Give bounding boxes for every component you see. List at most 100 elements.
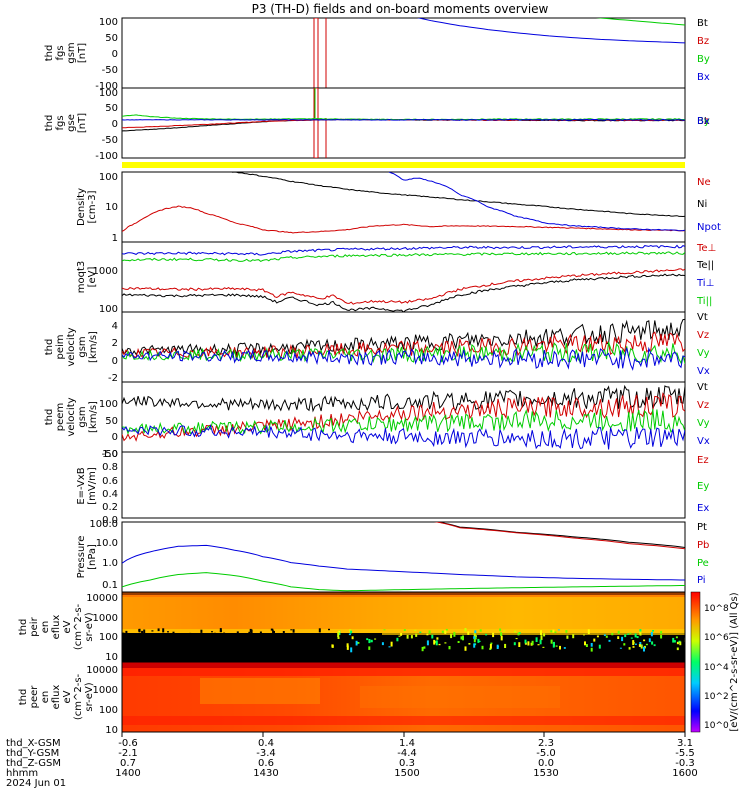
spectrogram-cell bbox=[370, 640, 373, 643]
panel1-ylabel-line-1: thd bbox=[44, 45, 55, 62]
series-line-peem-velocity-vz bbox=[122, 392, 685, 442]
panel-fgs-gse: thdfgsgse[nT] 100 50 0 -50 -100 Bt Bz By… bbox=[44, 87, 710, 162]
legend-bt: Bt bbox=[697, 18, 708, 29]
spectrogram-cell bbox=[634, 633, 637, 638]
panel6-ylabel-line-3: velocity bbox=[66, 327, 77, 366]
panel8-ytick: 1.0 bbox=[102, 449, 118, 460]
spectrogram-cell bbox=[200, 629, 203, 633]
peer-ylabel-line-4: eflux bbox=[51, 685, 62, 710]
spectrogram-cell bbox=[624, 634, 627, 638]
hhmm-value: 1430 bbox=[253, 768, 278, 779]
panel8-ylabel-line-1: E=-VxB bbox=[76, 467, 87, 504]
panel6-ytick: 2 bbox=[112, 338, 118, 349]
spectrogram-cell bbox=[141, 630, 144, 634]
spectrogram-cell bbox=[518, 642, 521, 647]
spectrogram-cell bbox=[450, 633, 453, 639]
spectrogram-cell bbox=[264, 639, 266, 642]
spectrogram-cell bbox=[292, 636, 295, 638]
spectrogram-cell bbox=[201, 637, 204, 639]
panel6-ytick: 0 bbox=[112, 356, 118, 367]
svg-text:Density[cm-3]: Density[cm-3] bbox=[76, 188, 98, 226]
spectrogram-cell bbox=[157, 628, 160, 632]
panel4-ylabel-line-2: [cm-3] bbox=[87, 190, 98, 223]
spectrogram-cell bbox=[338, 630, 341, 633]
spectrogram-cell bbox=[490, 642, 493, 645]
spectrogram-cell bbox=[241, 634, 244, 639]
spectrogram-cell bbox=[248, 631, 251, 635]
spectrogram-cell bbox=[445, 628, 448, 631]
peer-ytick: 100 bbox=[99, 705, 118, 716]
y-gsm-value: -5.5 bbox=[675, 748, 695, 759]
spectrogram-cell bbox=[250, 629, 253, 634]
panel6-ytick: -2 bbox=[108, 373, 118, 384]
panel7-ylabel: thdpeemvelocitygsm[km/s] bbox=[44, 397, 99, 436]
panel9-ytick: 1.0 bbox=[102, 558, 118, 569]
spectrogram-cell bbox=[489, 644, 492, 649]
panel8-ylabel: E=-VxB[mV/m] bbox=[76, 467, 98, 505]
z-gsm-value: 0.3 bbox=[399, 758, 415, 769]
peer-ylabel-line-3: en bbox=[40, 691, 51, 704]
spectrogram-cell bbox=[279, 634, 282, 638]
spectrogram-cell bbox=[636, 636, 639, 639]
spectrogram-cell bbox=[524, 642, 527, 645]
spectrogram-cell bbox=[633, 642, 635, 644]
spectrogram-cell bbox=[485, 633, 488, 636]
peir-ylabel-line-7: sr-eV) bbox=[84, 612, 95, 641]
spectrogram-cell bbox=[464, 646, 467, 651]
z-gsm-value: 0.7 bbox=[120, 758, 136, 769]
panel2-ylabel-line-1: thd bbox=[44, 115, 55, 132]
panel6-ylabel-line-5: [km/s] bbox=[88, 331, 99, 363]
figure-title: P3 (TH-D) fields and on-board moments ov… bbox=[252, 2, 549, 16]
row-label-x-gsm: thd_X-GSM bbox=[6, 738, 61, 749]
spectrogram-cell bbox=[473, 638, 476, 643]
series-line-density-ni bbox=[227, 172, 685, 218]
spectrogram-cell bbox=[477, 638, 480, 643]
spectrogram-cell bbox=[398, 635, 401, 637]
spectrogram-cell bbox=[537, 644, 540, 646]
panel9-ylabel-line-2: [nPa] bbox=[87, 544, 98, 570]
svg-text:thdpeimvelocitygsm[km/s]: thdpeimvelocitygsm[km/s] bbox=[44, 327, 99, 366]
spectrogram-cell bbox=[474, 630, 477, 634]
spectrogram-cell bbox=[400, 633, 403, 636]
svg-text:thdpeerenefluxeV(cm^2-s-sr-eV): thdpeerenefluxeV(cm^2-s-sr-eV) bbox=[18, 673, 95, 720]
spectrogram-cell bbox=[350, 630, 353, 634]
spectrogram-cell bbox=[403, 629, 406, 631]
spectrogram-cell bbox=[123, 633, 126, 635]
spectrogram-cell bbox=[306, 634, 309, 639]
spectrogram-cell bbox=[550, 639, 553, 644]
spectrogram-cell bbox=[390, 641, 393, 647]
spectrogram-cell bbox=[441, 630, 444, 633]
x-gsm-value: 2.3 bbox=[538, 738, 554, 749]
spectrogram-cell bbox=[162, 628, 165, 633]
panel-pressure: Pressure[nPa] 100.0 10.0 1.0 0.1 Pt Pb P… bbox=[76, 519, 709, 593]
spectrogram-cell bbox=[444, 630, 447, 634]
legend-vy-peim: Vy bbox=[697, 348, 710, 359]
spectrogram-cell bbox=[396, 637, 399, 642]
legend-pb: Pb bbox=[697, 540, 709, 551]
spectrogram-cell bbox=[208, 644, 211, 648]
panel1-ytick: 50 bbox=[105, 33, 118, 44]
spectrogram-cell bbox=[598, 644, 601, 649]
spectrogram-cell bbox=[448, 646, 451, 650]
x-gsm-value: 0.4 bbox=[258, 738, 274, 749]
legend-bx-gse: Bx bbox=[697, 116, 710, 127]
spectrogram-cell bbox=[303, 644, 306, 647]
legend-bz: Bz bbox=[697, 36, 709, 47]
hhmm-value: 1400 bbox=[115, 768, 140, 779]
spectrogram-cell bbox=[500, 632, 503, 636]
spectrogram-cell bbox=[552, 629, 555, 633]
spectrogram-cell bbox=[272, 630, 275, 634]
panel8-ytick: 0.8 bbox=[102, 462, 118, 473]
spectrogram-cell bbox=[290, 629, 293, 631]
panel5-ylabel: moqt3[eV] bbox=[76, 261, 98, 294]
spectrogram-cell bbox=[611, 632, 614, 636]
svg-text:Pressure[nPa]: Pressure[nPa] bbox=[76, 536, 98, 579]
spectrogram-cell bbox=[540, 635, 543, 641]
series-line-pressure-pe bbox=[122, 572, 685, 592]
spectrogram-cell bbox=[645, 643, 648, 646]
panel9-ytick: 10.0 bbox=[96, 538, 118, 549]
spectrogram-cell bbox=[125, 630, 128, 634]
spectrogram-cell bbox=[617, 630, 620, 634]
spectrogram-cell bbox=[473, 643, 476, 648]
spectrogram-cell bbox=[435, 640, 438, 646]
